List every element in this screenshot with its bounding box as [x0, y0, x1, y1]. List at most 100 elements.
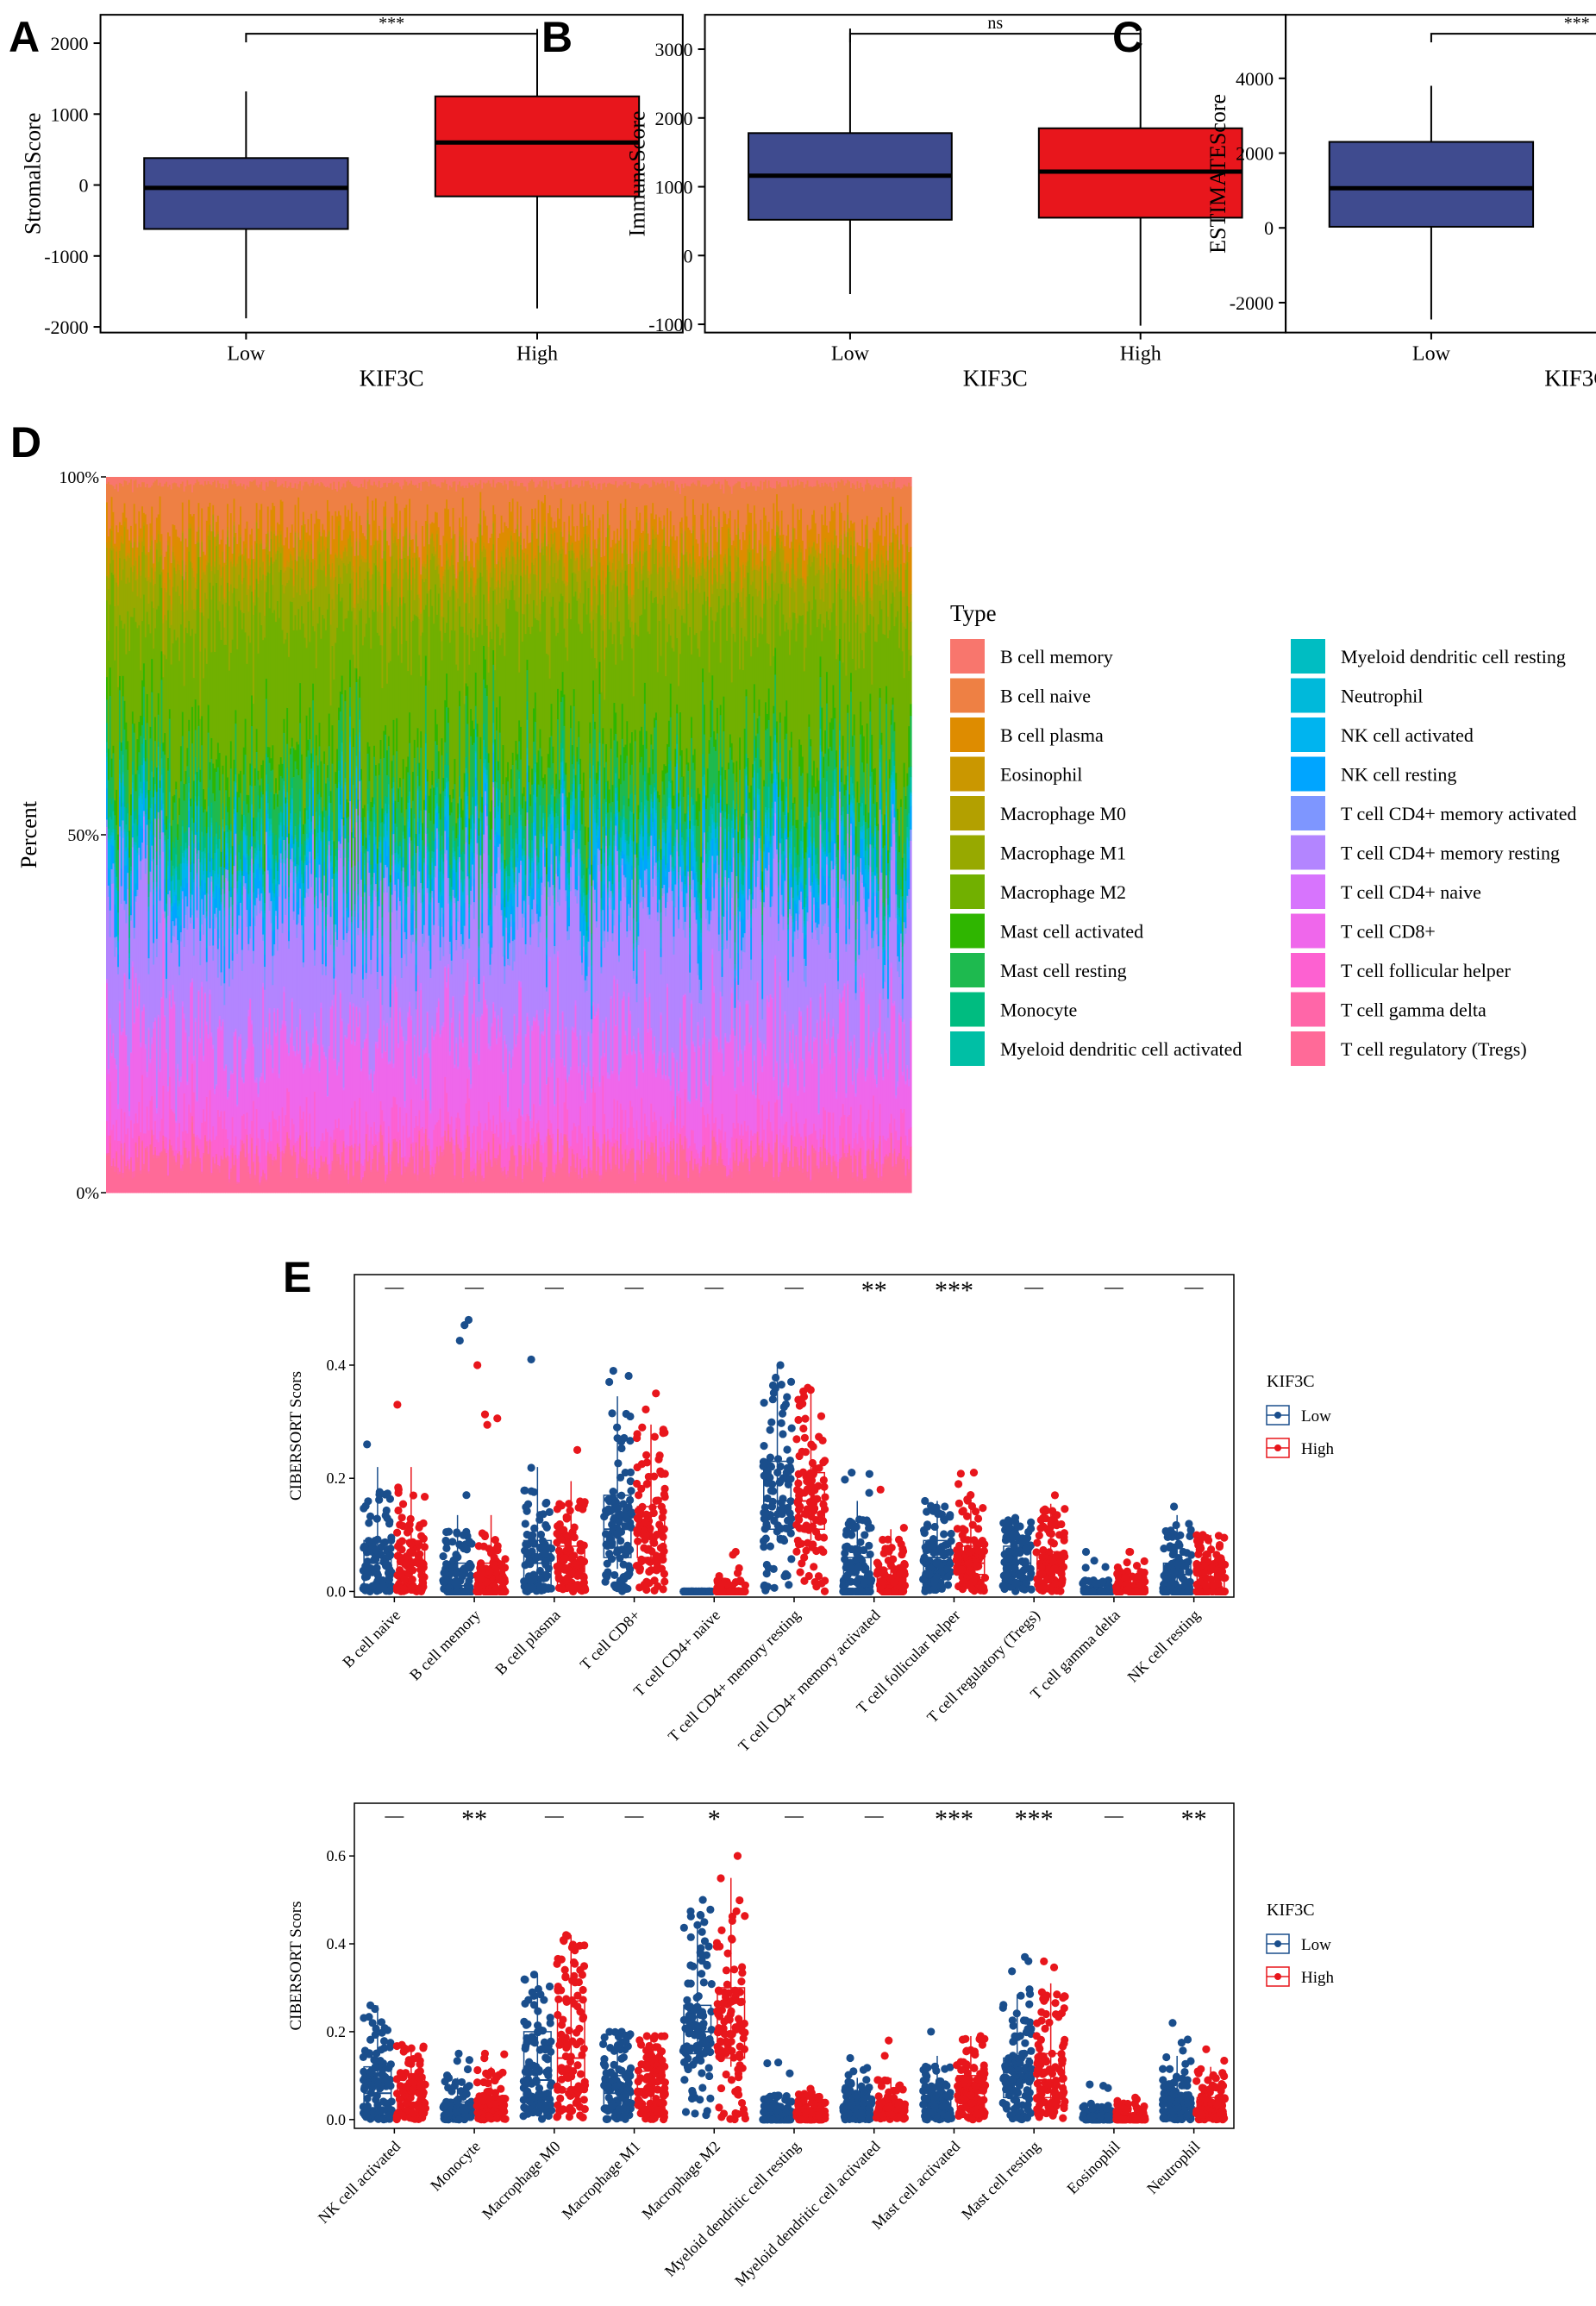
stack-segment	[116, 876, 118, 888]
stack-segment	[140, 879, 142, 1043]
stack-segment	[207, 477, 210, 482]
stack-segment	[144, 873, 147, 1044]
stack-segment	[154, 1017, 157, 1021]
stack-segment	[179, 573, 183, 580]
stack-segment	[116, 1119, 118, 1151]
stack-segment	[140, 715, 142, 736]
stack-segment	[112, 798, 115, 811]
stack-segment	[116, 947, 118, 1065]
stack-segment	[178, 660, 181, 799]
stack-segment	[147, 1130, 151, 1172]
y-tick-label: 1000	[655, 177, 693, 198]
stack-segment	[203, 993, 207, 1122]
stack-segment	[186, 1081, 189, 1086]
stack-segment	[107, 828, 110, 838]
stack-segment	[140, 861, 142, 880]
stack-segment	[123, 1148, 127, 1194]
stack-segment	[131, 492, 135, 548]
stack-segment	[160, 1152, 163, 1194]
stack-segment	[138, 982, 141, 987]
stack-segment	[168, 993, 172, 1077]
stack-segment	[175, 788, 178, 837]
stack-segment	[106, 1153, 109, 1156]
stack-segment	[225, 543, 228, 560]
stack-segment	[196, 1101, 199, 1136]
stack-segment	[114, 660, 116, 801]
stack-segment	[175, 640, 178, 782]
stack-segment	[110, 1052, 114, 1056]
stack-segment	[168, 829, 172, 837]
stack-segment	[138, 555, 141, 626]
stack-segment	[159, 477, 162, 483]
stack-segment	[203, 574, 207, 593]
stack-segment	[181, 502, 185, 532]
stack-segment	[183, 857, 186, 864]
stack-segment	[142, 1006, 146, 1134]
stack-segment	[209, 539, 212, 583]
stack-segment	[205, 911, 209, 917]
stack-segment	[154, 789, 157, 792]
stack-segment	[154, 790, 157, 793]
stack-segment	[199, 1138, 202, 1158]
stack-segment	[166, 1091, 170, 1150]
stack-segment	[112, 753, 115, 799]
stack-segment	[173, 482, 176, 526]
stack-segment	[116, 824, 118, 871]
panel-label-d: D	[10, 418, 41, 467]
stack-segment	[107, 839, 110, 842]
stack-segment	[123, 786, 127, 807]
stack-segment	[186, 905, 189, 930]
stack-segment	[160, 1150, 163, 1153]
stack-segment	[138, 477, 141, 485]
stack-segment	[140, 736, 142, 766]
stack-segment	[173, 936, 176, 1002]
stack-segment	[216, 821, 218, 834]
stack-segment	[125, 923, 128, 1036]
stack-segment	[216, 1028, 220, 1111]
stack-segment	[138, 799, 141, 815]
stack-segment	[130, 567, 133, 617]
plot-frame	[1285, 14, 1596, 334]
stack-segment	[162, 818, 165, 833]
stack-segment	[185, 848, 187, 850]
stack-segment	[106, 599, 109, 678]
stack-segment	[181, 899, 185, 1002]
stack-segment	[159, 780, 162, 788]
stack-segment	[216, 877, 220, 885]
stack-segment	[135, 844, 138, 850]
stack-segment	[153, 585, 155, 609]
stack-segment	[128, 937, 131, 954]
stack-segment	[188, 719, 191, 731]
stack-segment	[185, 477, 187, 487]
stack-segment	[170, 911, 173, 921]
stack-segment	[218, 1116, 222, 1167]
x-axis-label: KIF3C	[1544, 366, 1596, 392]
stack-segment	[199, 1162, 202, 1194]
stack-segment	[154, 628, 157, 717]
stack-segment	[153, 477, 155, 483]
stack-segment	[183, 868, 186, 888]
stack-segment	[192, 477, 196, 486]
stack-segment	[179, 931, 183, 942]
stack-segment	[106, 722, 109, 743]
stack-segment	[118, 759, 122, 774]
stack-segment	[144, 1133, 147, 1149]
stack-segment	[109, 541, 112, 548]
stack-segment	[178, 486, 181, 538]
stack-segment	[192, 1055, 196, 1061]
stack-segment	[122, 740, 125, 755]
stack-segment	[220, 985, 223, 1027]
stack-segment	[140, 793, 142, 796]
stack-segment	[222, 874, 224, 889]
stack-segment	[162, 653, 165, 678]
stack-segment	[149, 830, 152, 848]
stack-segment	[149, 847, 152, 872]
stack-segment	[131, 564, 135, 573]
stack-segment	[117, 954, 120, 968]
stack-segment	[201, 716, 203, 746]
stack-segment	[178, 903, 181, 906]
stack-segment	[135, 842, 138, 845]
stack-segment	[209, 1089, 212, 1140]
stack-segment	[173, 555, 176, 560]
stack-segment	[160, 587, 163, 652]
